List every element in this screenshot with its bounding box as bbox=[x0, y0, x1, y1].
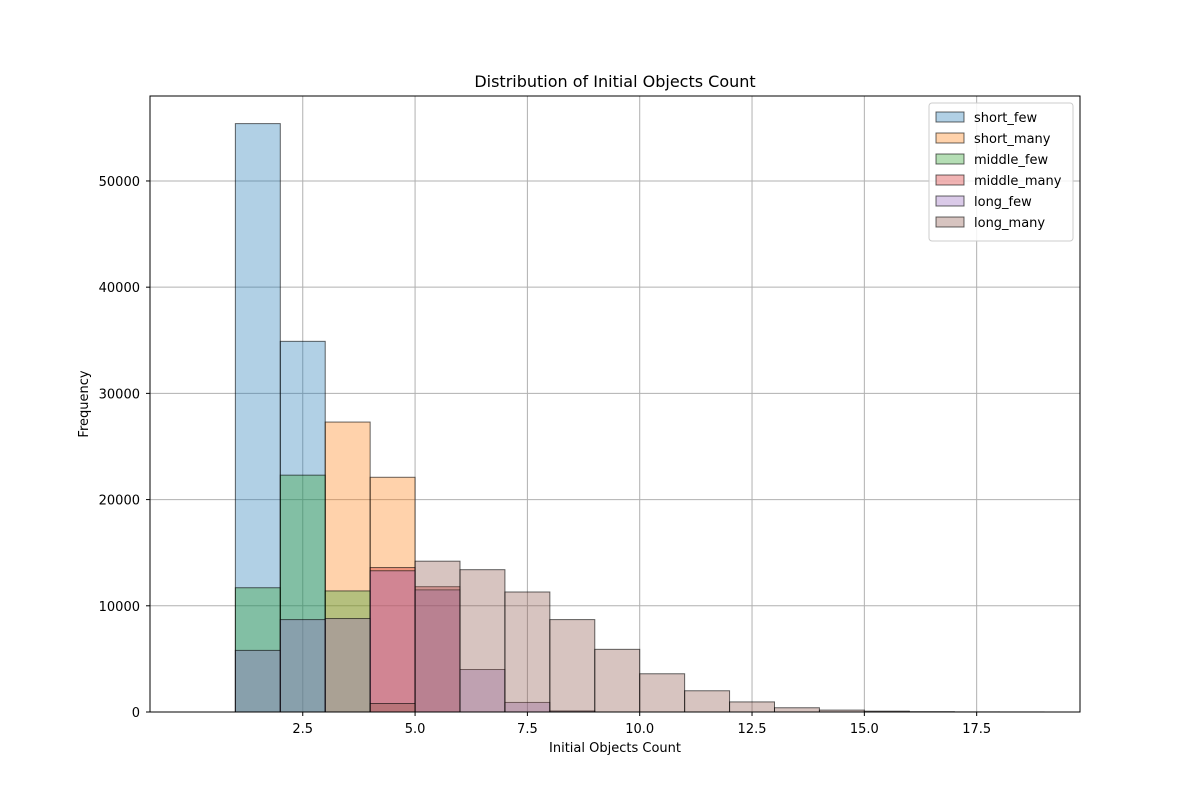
x-tick-label: 2.5 bbox=[292, 722, 313, 737]
bar-long_many-10 bbox=[684, 690, 731, 713]
bar-long_few-5 bbox=[459, 669, 506, 713]
bars-layer bbox=[234, 123, 1045, 713]
x-tick-label: 15.0 bbox=[850, 722, 879, 737]
bar-long_many-8 bbox=[594, 648, 641, 713]
legend-label-short_few: short_few bbox=[974, 111, 1037, 126]
legend-swatch-long_few bbox=[935, 195, 965, 207]
legend-label-middle_few: middle_few bbox=[974, 153, 1048, 168]
bar-middle_many-4 bbox=[414, 586, 461, 713]
y-tick-label: 20000 bbox=[99, 494, 140, 509]
legend-label-long_few: long_few bbox=[974, 195, 1032, 210]
bar-long_few-4 bbox=[414, 589, 461, 713]
x-tick-label: 12.5 bbox=[738, 722, 767, 737]
chart-title: Distribution of Initial Objects Count bbox=[474, 72, 755, 91]
series-short_many bbox=[324, 421, 416, 713]
bar-long_many-11 bbox=[729, 701, 775, 713]
x-tick-label: 17.5 bbox=[962, 722, 991, 737]
legend-swatch-middle_many bbox=[935, 174, 965, 186]
y-tick-label: 0 bbox=[132, 706, 140, 721]
bar-middle_few-1 bbox=[279, 474, 326, 713]
legend-label-long_many: long_many bbox=[974, 216, 1045, 231]
x-tick-label: 10.0 bbox=[625, 722, 654, 737]
bar-long_many-6 bbox=[504, 591, 551, 713]
bar-long_many-12 bbox=[773, 707, 820, 713]
legend: short_few short_many middle_few middle_many… bbox=[928, 102, 1074, 242]
y-axis-ticks: 0 10000 20000 30000 40000 50000 bbox=[99, 175, 150, 721]
y-tick-label: 30000 bbox=[99, 387, 140, 402]
bar-long_few-0 bbox=[234, 649, 281, 713]
legend-swatch-short_many bbox=[935, 132, 965, 144]
x-tick-label: 5.0 bbox=[405, 722, 426, 737]
bar-middle_few-0 bbox=[234, 587, 281, 713]
bar-short_many-3 bbox=[369, 476, 416, 713]
x-axis-ticks: 2.5 5.0 7.5 10.0 12.5 15.0 17.5 bbox=[292, 712, 991, 737]
bar-long_many-7 bbox=[549, 619, 596, 713]
legend-swatch-middle_few bbox=[935, 153, 965, 165]
bar-long_many-5 bbox=[459, 569, 506, 713]
bar-long_few-3 bbox=[369, 570, 416, 713]
x-tick-label: 7.5 bbox=[517, 722, 538, 737]
legend-swatch-long_many bbox=[935, 216, 965, 228]
y-axis-title: Frequency bbox=[77, 370, 92, 437]
bar-long_few-2 bbox=[324, 618, 371, 713]
series-middle_few bbox=[234, 474, 371, 713]
bar-long_many-4 bbox=[414, 560, 461, 713]
plot-frame bbox=[149, 95, 1081, 713]
legend-label-short_many: short_many bbox=[974, 132, 1051, 147]
bar-long_many-3 bbox=[369, 703, 416, 713]
legend-swatch-short_few bbox=[935, 111, 965, 123]
bar-long_many-9 bbox=[639, 673, 686, 713]
bar-middle_few-2 bbox=[324, 590, 371, 713]
series-long_few bbox=[234, 570, 596, 713]
y-tick-label: 10000 bbox=[99, 600, 140, 615]
x-axis-title: Initial Objects Count bbox=[549, 741, 681, 756]
legend-box bbox=[928, 102, 1074, 242]
bar-long_few-1 bbox=[279, 619, 326, 713]
y-tick-label: 50000 bbox=[99, 175, 140, 190]
legend-label-middle_many: middle_many bbox=[974, 174, 1062, 189]
series-short_few bbox=[234, 123, 326, 713]
y-tick-label: 40000 bbox=[99, 281, 140, 296]
